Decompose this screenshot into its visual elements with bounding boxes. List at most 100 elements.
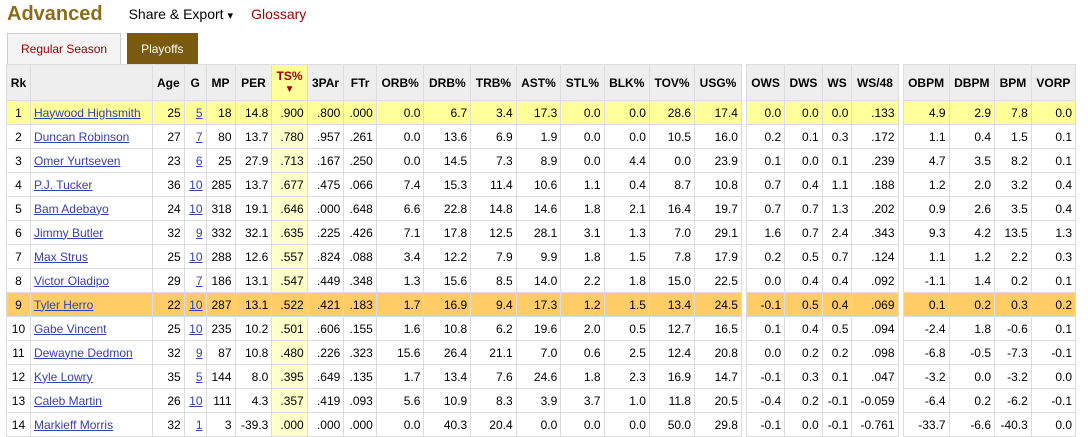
tab-playoffs[interactable]: Playoffs: [127, 33, 198, 64]
games-link[interactable]: 10: [189, 249, 203, 264]
games-link[interactable]: 10: [189, 297, 203, 312]
page-header: Advanced Share & Export ▾ Glossary: [7, 0, 306, 28]
column-header[interactable]: ORB%: [375, 64, 425, 101]
stat-cell: 6.7: [423, 100, 472, 125]
player-link[interactable]: Kyle Lowry: [33, 369, 93, 384]
player-link[interactable]: Victor Oladipo: [33, 273, 110, 288]
column-header[interactable]: AST%: [515, 64, 562, 101]
stat-cell: 14.0: [515, 268, 562, 293]
games-link[interactable]: 9: [195, 345, 203, 360]
player-link[interactable]: Caleb Martin: [33, 393, 102, 408]
column-header[interactable]: WS: [821, 64, 853, 101]
stat-cell: -0.1: [821, 412, 853, 437]
stat-cell: 7.6: [470, 364, 517, 389]
stat-cell: 35: [151, 364, 185, 389]
player-link[interactable]: Bam Adebayo: [33, 201, 109, 216]
stat-cell: 12.2: [423, 244, 472, 269]
player-link[interactable]: Haywood Highsmith: [33, 105, 141, 120]
column-header[interactable]: 3PAr: [306, 64, 345, 101]
stat-cell: -0.1: [745, 412, 786, 437]
column-header[interactable]: DWS: [784, 64, 823, 101]
games-cell: 10: [183, 292, 207, 317]
glossary-link[interactable]: Glossary: [251, 6, 307, 22]
column-header[interactable]: VORP: [1030, 64, 1077, 101]
games-link[interactable]: 10: [189, 201, 203, 216]
stat-cell: -0.1: [1030, 388, 1077, 413]
games-link[interactable]: 6: [195, 153, 203, 168]
games-link[interactable]: 10: [189, 321, 203, 336]
games-link[interactable]: 10: [189, 177, 203, 192]
column-header[interactable]: WS/48: [851, 64, 899, 101]
player-link[interactable]: Markieff Morris: [33, 417, 114, 432]
column-header[interactable]: DRB%: [423, 64, 472, 101]
games-link[interactable]: 7: [195, 273, 203, 288]
column-header[interactable]: DBPM: [948, 64, 996, 101]
stat-cell: 2.5: [603, 340, 650, 365]
games-link[interactable]: 5: [195, 105, 203, 120]
stat-cell: 0.0: [375, 148, 425, 173]
stat-cell: -33.7: [902, 412, 950, 437]
player-link[interactable]: Gabe Vincent: [33, 321, 107, 336]
games-cell: 10: [183, 196, 207, 221]
games-link[interactable]: 10: [189, 393, 203, 408]
column-header[interactable]: PER: [234, 64, 273, 101]
stat-cell: 0.0: [603, 412, 650, 437]
column-header[interactable]: TRB%: [470, 64, 517, 101]
player-link[interactable]: Omer Yurtseven: [33, 153, 121, 168]
column-header[interactable]: FTr: [343, 64, 377, 101]
stat-cell: 14.5: [423, 148, 472, 173]
column-header[interactable]: TS% ▼: [271, 64, 308, 101]
column-header[interactable]: USG%: [694, 64, 742, 101]
stat-cell: 0.4: [821, 268, 853, 293]
games-link[interactable]: 7: [195, 129, 203, 144]
player-link[interactable]: Max Strus: [33, 249, 88, 264]
stat-cell: 0.3: [821, 124, 853, 149]
stat-cell: 8.3: [470, 388, 517, 413]
column-spacer: [741, 340, 747, 365]
stat-cell: 13.4: [648, 292, 696, 317]
column-header[interactable]: BLK%: [603, 64, 650, 101]
player-link[interactable]: Tyler Herro: [33, 297, 94, 312]
player-link[interactable]: Duncan Robinson: [33, 129, 130, 144]
table-row: 12 Kyle Lowry 35 5 144 8.0.395.649.135 1.7 13.4…: [6, 364, 1077, 389]
player-link[interactable]: P.J. Tucker: [33, 177, 93, 192]
column-header[interactable]: OWS: [745, 64, 786, 101]
column-spacer: [898, 220, 904, 245]
share-export-menu[interactable]: Share & Export ▾: [129, 6, 233, 22]
tab-regular-season[interactable]: Regular Season: [7, 33, 122, 64]
stat-cell: 0.4: [784, 268, 823, 293]
rank-cell: 2: [6, 124, 31, 149]
stat-cell: 4.3: [234, 388, 273, 413]
stat-cell: 32: [151, 220, 185, 245]
column-header[interactable]: G: [183, 64, 207, 101]
column-header[interactable]: Rk: [6, 64, 31, 101]
stat-cell: 25: [151, 316, 185, 341]
table-row: 9 Tyler Herro 22 10 287 13.1.522.421.183 1.7 16…: [6, 292, 1077, 317]
column-spacer: [741, 412, 747, 437]
column-header[interactable]: TOV%: [648, 64, 696, 101]
games-link[interactable]: 1: [195, 417, 203, 432]
stat-cell: -2.4: [902, 316, 950, 341]
stat-cell: .094: [851, 316, 899, 341]
stat-cell: 0.4: [948, 124, 996, 149]
games-link[interactable]: 5: [195, 369, 203, 384]
player-link[interactable]: Jimmy Butler: [33, 225, 104, 240]
games-link[interactable]: 9: [195, 225, 203, 240]
stat-cell: 7.9: [470, 244, 517, 269]
share-export-label: Share & Export: [128, 6, 224, 22]
stat-cell: 3: [205, 412, 236, 437]
column-header[interactable]: STL%: [560, 64, 605, 101]
column-spacer: [741, 148, 747, 173]
stat-cell: 1.1: [902, 244, 950, 269]
stat-cell: 0.1: [821, 364, 853, 389]
stat-cell: 19.1: [234, 196, 273, 221]
player-link[interactable]: Dewayne Dedmon: [33, 345, 133, 360]
stat-cell: 0.1: [1030, 316, 1077, 341]
column-header[interactable]: MP: [205, 64, 236, 101]
column-header[interactable]: Age: [151, 64, 185, 101]
stat-cell: 0.0: [784, 148, 823, 173]
stat-cell: .000: [343, 100, 377, 125]
column-header[interactable]: OBPM: [902, 64, 950, 101]
column-header[interactable]: BPM: [994, 64, 1032, 101]
column-header[interactable]: [29, 64, 153, 101]
